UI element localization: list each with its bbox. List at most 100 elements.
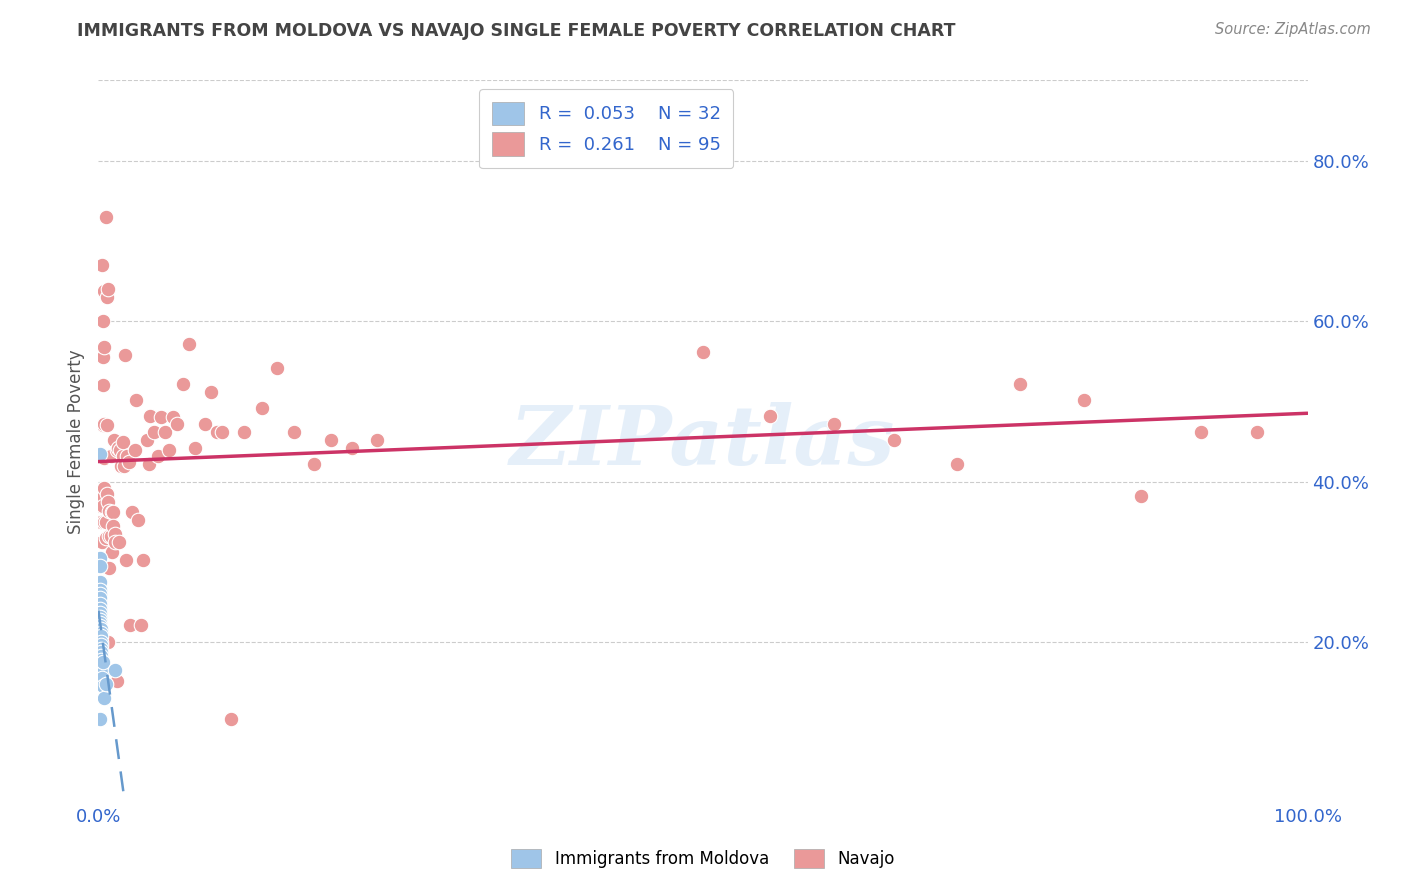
Point [129, 617, 152, 632]
Point [111, 434, 134, 449]
Point [342, 441, 364, 455]
Point [138, 457, 160, 471]
Y-axis label: Single Female Poverty: Single Female Poverty [66, 350, 84, 533]
Point [104, 664, 127, 678]
Point [91, 665, 114, 680]
Point [101, 505, 124, 519]
Point [118, 454, 141, 469]
Point [283, 425, 305, 439]
Point [94, 531, 117, 545]
Point [93, 691, 115, 706]
Point [91, 378, 114, 392]
Point [91, 655, 114, 669]
Point [91, 314, 114, 328]
Point [117, 449, 139, 463]
Point [89, 712, 111, 726]
Point [89, 558, 111, 574]
Text: ZIPatlas: ZIPatlas [510, 401, 896, 482]
Point [166, 417, 188, 431]
Point [883, 433, 905, 447]
Point [111, 449, 134, 463]
Point [90, 648, 112, 663]
Point [89, 591, 111, 605]
Point [112, 458, 135, 473]
Point [946, 457, 969, 471]
Text: Source: ZipAtlas.com: Source: ZipAtlas.com [1215, 22, 1371, 37]
Point [90, 639, 112, 653]
Point [250, 401, 273, 415]
Point [200, 384, 222, 399]
Point [89, 615, 111, 630]
Point [91, 418, 114, 433]
Point [93, 450, 115, 465]
Point [162, 410, 184, 425]
Point [153, 425, 176, 439]
Point [139, 409, 162, 423]
Point [100, 529, 122, 543]
Point [90, 635, 112, 649]
Point [91, 342, 114, 356]
Point [91, 671, 114, 685]
Point [124, 442, 146, 457]
Point [89, 574, 111, 589]
Point [184, 441, 207, 455]
Point [93, 515, 115, 529]
Point [97, 282, 120, 296]
Point [172, 376, 194, 391]
Point [90, 515, 112, 529]
Point [146, 449, 169, 463]
Point [89, 587, 111, 601]
Point [96, 418, 118, 433]
Point [90, 653, 112, 667]
Point [91, 534, 114, 549]
Point [823, 417, 845, 431]
Point [118, 617, 141, 632]
Point [89, 550, 111, 566]
Point [266, 360, 288, 375]
Point [205, 425, 228, 439]
Point [104, 534, 127, 549]
Point [89, 606, 111, 620]
Point [94, 210, 117, 224]
Point [211, 425, 233, 439]
Point [179, 336, 201, 351]
Point [89, 597, 111, 611]
Point [103, 433, 125, 447]
Point [108, 534, 131, 549]
Point [91, 680, 114, 694]
Point [132, 553, 155, 567]
Point [89, 446, 111, 460]
Point [100, 449, 122, 463]
Point [108, 442, 131, 457]
Point [1129, 489, 1152, 503]
Point [96, 290, 118, 304]
Point [105, 673, 128, 688]
Point [98, 529, 121, 543]
Point [91, 350, 114, 364]
Point [96, 486, 118, 500]
Point [1008, 376, 1031, 391]
Point [221, 712, 243, 726]
Point [1073, 392, 1095, 407]
Point [94, 515, 117, 529]
Point [1189, 425, 1212, 439]
Point [143, 425, 166, 439]
Point [125, 392, 148, 407]
Point [157, 442, 180, 457]
Point [89, 609, 111, 624]
Point [90, 625, 112, 640]
Text: IMMIGRANTS FROM MOLDOVA VS NAVAJO SINGLE FEMALE POVERTY CORRELATION CHART: IMMIGRANTS FROM MOLDOVA VS NAVAJO SINGLE… [77, 22, 956, 40]
Point [127, 513, 149, 527]
Point [104, 526, 127, 541]
Point [107, 441, 129, 455]
Point [89, 613, 111, 627]
Point [91, 661, 114, 675]
Point [90, 645, 112, 659]
Point [90, 629, 112, 643]
Point [89, 583, 111, 598]
Point [93, 340, 115, 354]
Point [135, 433, 157, 447]
Point [1246, 425, 1268, 439]
Point [93, 417, 115, 431]
Legend: Immigrants from Moldova, Navajo: Immigrants from Moldova, Navajo [505, 842, 901, 875]
